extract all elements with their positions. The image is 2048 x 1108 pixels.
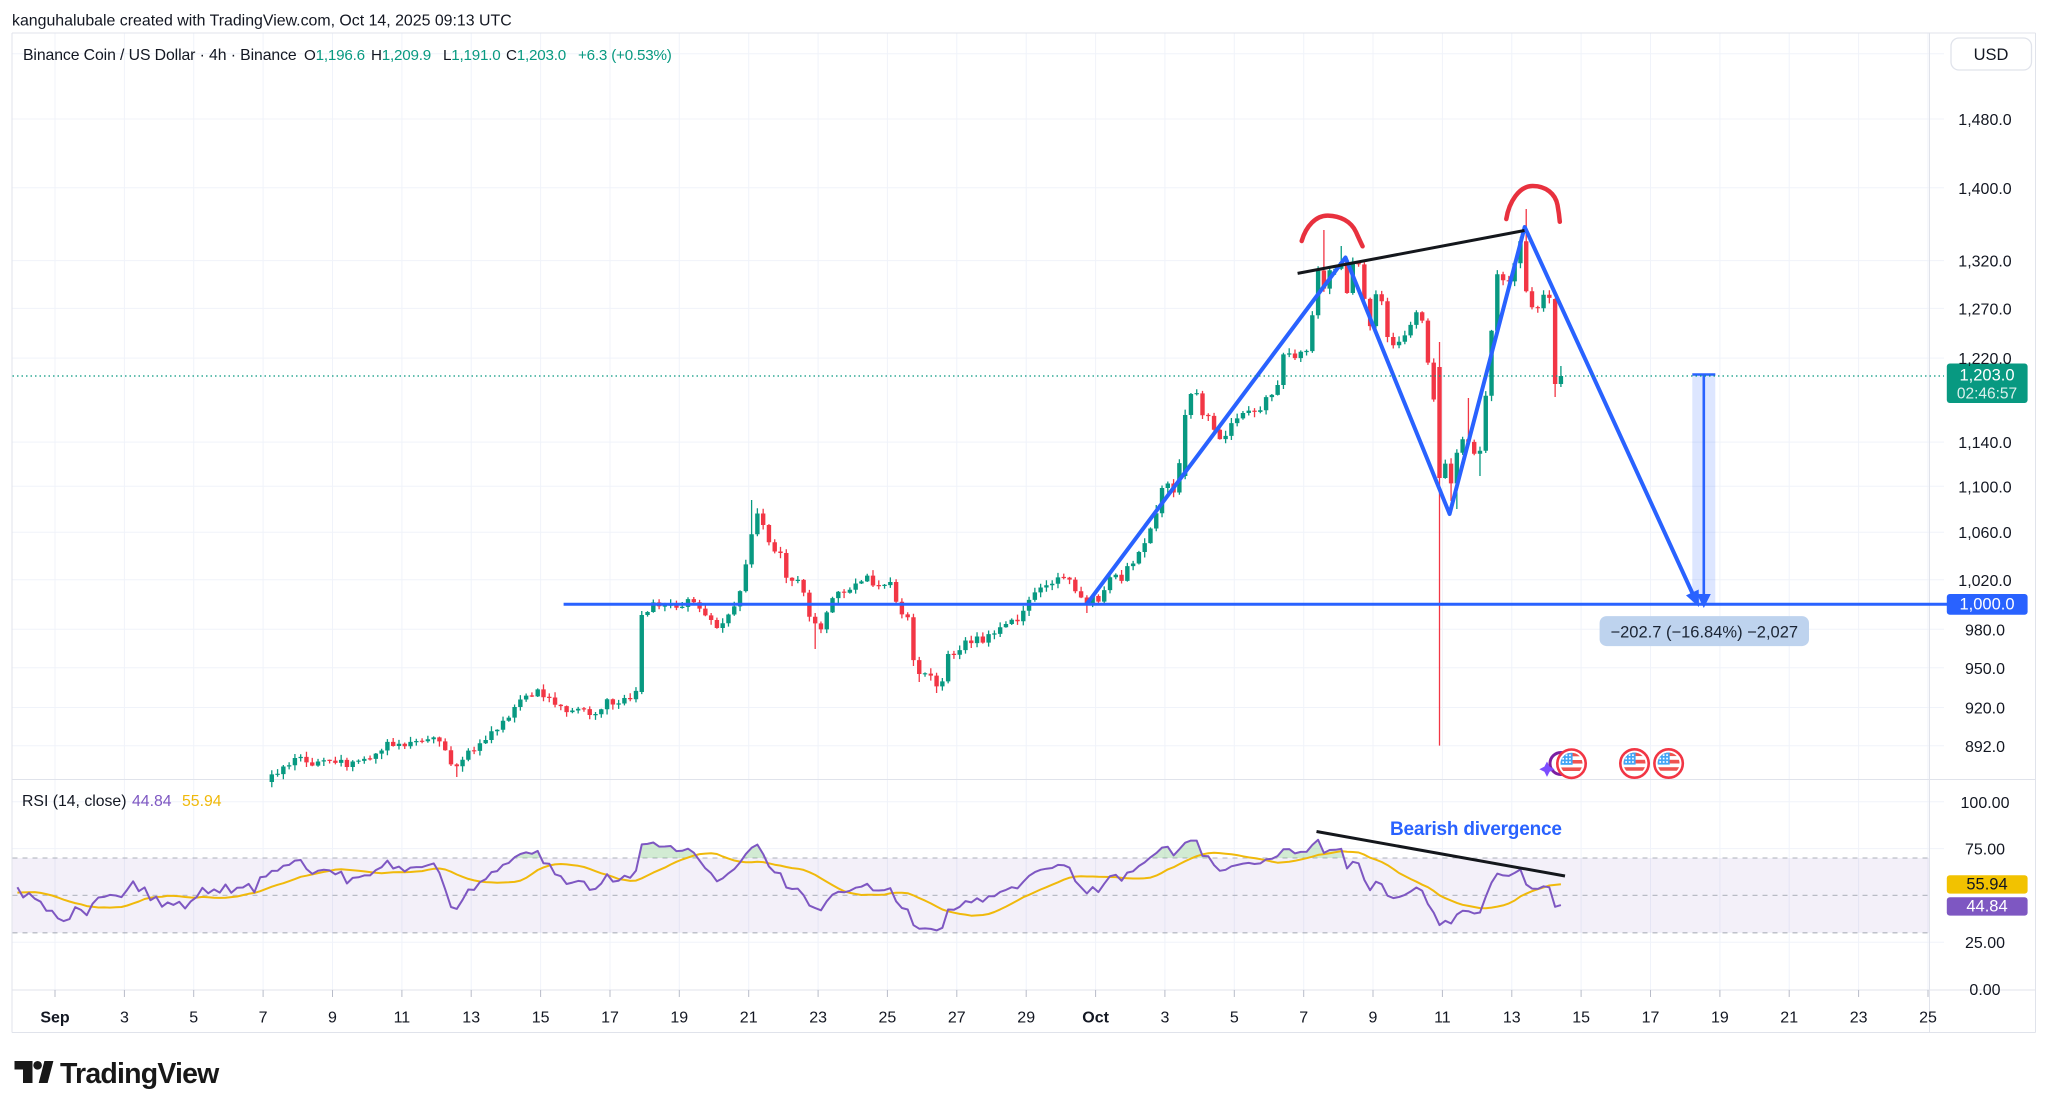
svg-text:21: 21 <box>740 1010 758 1027</box>
svg-text:55.94: 55.94 <box>1966 875 2007 893</box>
svg-text:9: 9 <box>1369 1010 1378 1027</box>
svg-text:980.0: 980.0 <box>1965 622 2005 639</box>
svg-text:7: 7 <box>1299 1010 1308 1027</box>
svg-text:1,480.0: 1,480.0 <box>1958 112 2011 129</box>
svg-text:25: 25 <box>879 1010 897 1027</box>
svg-text:1,060.0: 1,060.0 <box>1958 525 2011 542</box>
svg-text:25: 25 <box>1919 1010 1937 1027</box>
svg-text:19: 19 <box>1711 1010 1729 1027</box>
svg-text:1,140.0: 1,140.0 <box>1958 435 2011 452</box>
svg-text:23: 23 <box>1850 1010 1868 1027</box>
svg-text:7: 7 <box>259 1010 268 1027</box>
svg-text:75.00: 75.00 <box>1965 842 2005 859</box>
svg-text:1,220.0: 1,220.0 <box>1958 351 2011 368</box>
svg-text:920.0: 920.0 <box>1965 701 2005 718</box>
svg-text:Oct: Oct <box>1082 1010 1109 1027</box>
svg-text:17: 17 <box>1642 1010 1660 1027</box>
svg-text:5: 5 <box>1230 1010 1239 1027</box>
svg-text:44.84: 44.84 <box>1966 897 2007 915</box>
svg-text:Bearish divergence: Bearish divergence <box>1390 819 1562 840</box>
svg-text:19: 19 <box>670 1010 688 1027</box>
svg-text:100.00: 100.00 <box>1961 795 2010 812</box>
svg-text:1,270.0: 1,270.0 <box>1958 301 2011 318</box>
svg-text:13: 13 <box>1503 1010 1521 1027</box>
svg-text:1,100.0: 1,100.0 <box>1958 479 2011 496</box>
svg-text:1,020.0: 1,020.0 <box>1958 573 2011 590</box>
svg-text:23: 23 <box>809 1010 827 1027</box>
svg-text:USD: USD <box>1974 46 2009 64</box>
svg-text:1,400.0: 1,400.0 <box>1958 181 2011 198</box>
svg-text:1,203.0: 1,203.0 <box>1959 367 2014 385</box>
svg-text:5: 5 <box>189 1010 198 1027</box>
svg-text:11: 11 <box>394 1010 411 1027</box>
svg-text:13: 13 <box>462 1010 480 1027</box>
svg-text:27: 27 <box>948 1010 966 1027</box>
svg-text:9: 9 <box>328 1010 337 1027</box>
svg-text:02:46:57: 02:46:57 <box>1957 386 2017 403</box>
svg-text:1,000.0: 1,000.0 <box>1959 596 2014 614</box>
svg-text:21: 21 <box>1780 1010 1798 1027</box>
svg-text:1,320.0: 1,320.0 <box>1958 254 2011 271</box>
svg-text:0.00: 0.00 <box>1969 982 2000 999</box>
svg-text:3: 3 <box>120 1010 129 1027</box>
svg-text:Sep: Sep <box>40 1010 70 1027</box>
svg-text:892.0: 892.0 <box>1965 739 2005 756</box>
svg-text:Binance Coin / US Dollar · 4h: Binance Coin / US Dollar · 4h · Binance <box>23 47 297 64</box>
svg-text:TradingView: TradingView <box>60 1058 220 1090</box>
svg-text:25.00: 25.00 <box>1965 935 2005 952</box>
svg-text:−202.7 (−16.84%) −2,027: −202.7 (−16.84%) −2,027 <box>1610 624 1798 642</box>
svg-text:3: 3 <box>1160 1010 1169 1027</box>
svg-text:29: 29 <box>1017 1010 1035 1027</box>
svg-text:17: 17 <box>601 1010 619 1027</box>
svg-text:15: 15 <box>1572 1010 1590 1027</box>
svg-text:950.0: 950.0 <box>1965 661 2005 678</box>
svg-text:O1,196.6H1,209.9L1,191.0C1,203: O1,196.6 H1,209.9 L1,191.0 C1,203.0 +6.3 (+0… <box>304 47 672 64</box>
svg-text:kanguhalubale created with Tra: kanguhalubale created with TradingView.c… <box>12 13 512 30</box>
svg-text:11: 11 <box>1434 1010 1451 1027</box>
svg-text:15: 15 <box>532 1010 550 1027</box>
